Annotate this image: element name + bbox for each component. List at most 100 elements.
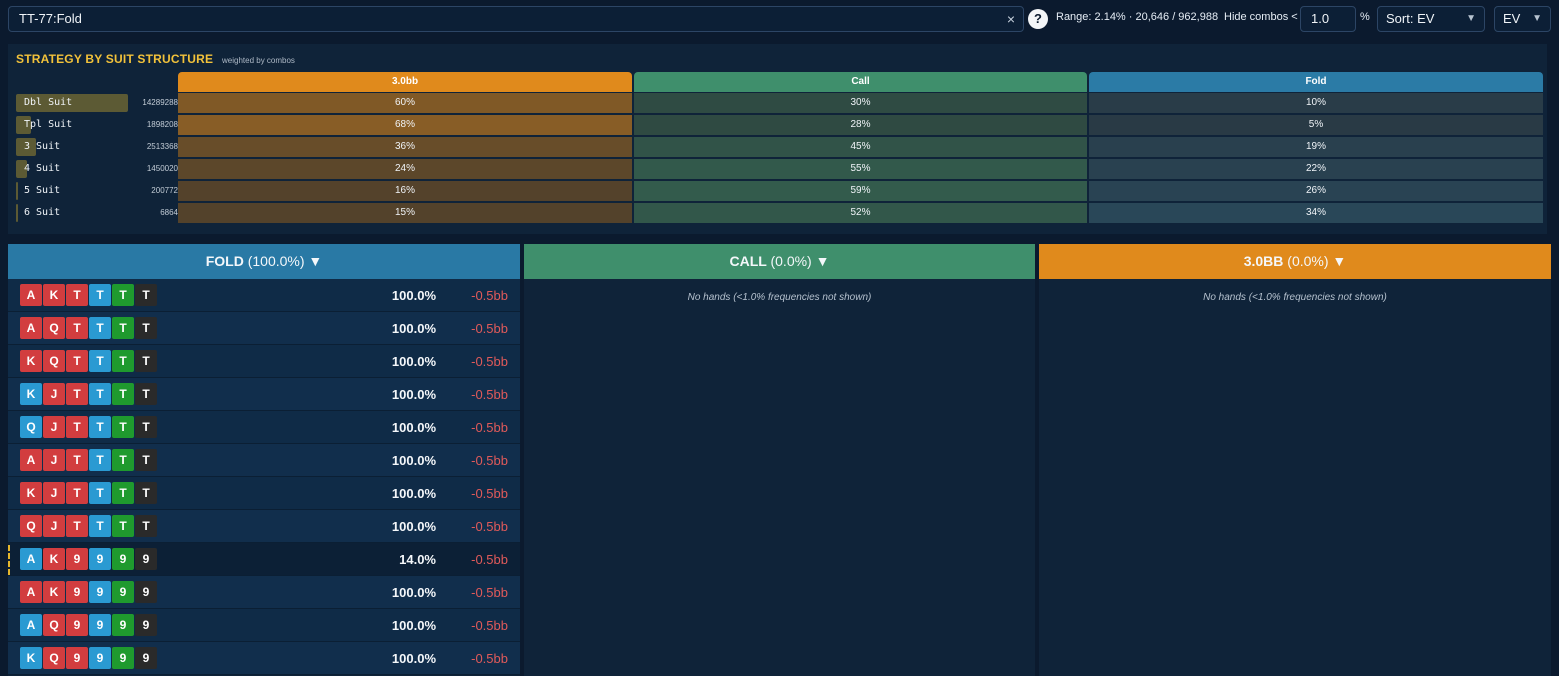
suit-cell[interactable]: 15% <box>178 203 632 223</box>
suit-cell[interactable]: 24% <box>178 159 632 179</box>
hand-row[interactable]: A K 9 9 9 9 100.0% -0.5bb <box>8 576 520 609</box>
fold-column-header[interactable]: FOLD (100.0%) ▼ <box>8 244 520 279</box>
suit-cell[interactable]: 28% <box>634 115 1087 135</box>
hide-combos-input[interactable]: 1.0 <box>1300 6 1356 32</box>
suit-cell[interactable]: 19% <box>1089 137 1543 157</box>
suit-row-label: 4 Suit <box>16 159 60 179</box>
partial-marker <box>8 545 10 575</box>
card: K <box>20 647 42 669</box>
fold-column-name: FOLD <box>205 253 244 269</box>
suit-share-bar <box>16 204 18 222</box>
clear-icon[interactable]: × <box>1006 11 1015 27</box>
card: 9 <box>89 581 111 603</box>
card: A <box>20 284 42 306</box>
suit-cell[interactable]: 34% <box>1089 203 1543 223</box>
hand-row[interactable]: K Q 9 9 9 9 100.0% -0.5bb <box>8 642 520 675</box>
suit-cell[interactable]: 60% <box>178 93 632 113</box>
card: T <box>112 350 134 372</box>
hand-ev: -0.5bb <box>471 288 508 303</box>
hand-ev: -0.5bb <box>471 618 508 633</box>
call-column: CALL (0.0%) ▼ No hands (<1.0% frequencie… <box>524 244 1035 676</box>
suit-cell[interactable]: 36% <box>178 137 632 157</box>
suit-share-bar <box>16 160 27 178</box>
hand-frequency: 100.0% <box>391 387 436 402</box>
ev-select[interactable]: EV ▼ <box>1494 6 1551 32</box>
help-icon[interactable]: ? <box>1028 9 1048 29</box>
card: J <box>43 383 65 405</box>
hand-row[interactable]: A K 9 9 9 9 14.0% -0.5bb <box>8 543 520 576</box>
hand-frequency: 100.0% <box>391 519 436 534</box>
card: Q <box>20 416 42 438</box>
card: T <box>112 416 134 438</box>
suit-col-header-fold[interactable]: Fold <box>1089 72 1543 92</box>
dropdown-arrow-icon: ▼ <box>815 253 830 269</box>
ev-value: EV <box>1503 11 1521 26</box>
suit-row-name: 4 Suit <box>24 163 61 174</box>
hand-row[interactable]: A K T T T T 100.0% -0.5bb <box>8 279 520 312</box>
suit-row-name: Dbl Suit <box>24 97 73 108</box>
hand-row[interactable]: Q J T T T T 100.0% -0.5bb <box>8 411 520 444</box>
top-bar: TT-77:Fold × ? Range: 2.14% · 20,646 / 9… <box>0 0 1559 38</box>
suit-cell[interactable]: 26% <box>1089 181 1543 201</box>
suit-row-count: 1450020 <box>146 164 178 173</box>
suit-col-header-raise[interactable]: 3.0bb <box>178 72 632 92</box>
card: T <box>89 317 111 339</box>
card: T <box>112 449 134 471</box>
chevron-down-icon: ▼ <box>1532 13 1542 24</box>
suit-cell[interactable]: 5% <box>1089 115 1543 135</box>
suit-cell[interactable]: 16% <box>178 181 632 201</box>
suit-row-count: 14289288 <box>142 98 178 107</box>
suit-cell[interactable]: 22% <box>1089 159 1543 179</box>
card: 9 <box>112 614 134 636</box>
suit-cell[interactable]: 10% <box>1089 93 1543 113</box>
hand-frequency: 14.0% <box>399 552 436 567</box>
hand-row[interactable]: A J T T T T 100.0% -0.5bb <box>8 444 520 477</box>
card: K <box>20 383 42 405</box>
card: T <box>89 515 111 537</box>
card: T <box>135 284 157 306</box>
search-input[interactable]: TT-77:Fold × <box>8 6 1024 32</box>
suit-cell[interactable]: 45% <box>634 137 1087 157</box>
hand-row[interactable]: K Q T T T T 100.0% -0.5bb <box>8 345 520 378</box>
suit-cell[interactable]: 30% <box>634 93 1087 113</box>
card: T <box>66 350 88 372</box>
hand-row[interactable]: A Q 9 9 9 9 100.0% -0.5bb <box>8 609 520 642</box>
hand-row[interactable]: Q J T T T T 100.0% -0.5bb <box>8 510 520 543</box>
sort-select[interactable]: Sort: EV ▼ <box>1377 6 1485 32</box>
card: J <box>43 449 65 471</box>
suit-cell[interactable]: 59% <box>634 181 1087 201</box>
card: 9 <box>89 548 111 570</box>
suit-cell[interactable]: 52% <box>634 203 1087 223</box>
card: T <box>66 284 88 306</box>
suit-cell[interactable]: 55% <box>634 159 1087 179</box>
hand-row[interactable]: A Q T T T T 100.0% -0.5bb <box>8 312 520 345</box>
card: T <box>135 383 157 405</box>
card: 9 <box>66 614 88 636</box>
card: A <box>20 449 42 471</box>
hand-row[interactable]: K J T T T T 100.0% -0.5bb <box>8 477 520 510</box>
suit-row-name: Tpl Suit <box>24 119 73 130</box>
raise-empty-message: No hands (<1.0% frequencies not shown) <box>1203 292 1387 303</box>
suit-cell[interactable]: 68% <box>178 115 632 135</box>
call-column-header[interactable]: CALL (0.0%) ▼ <box>524 244 1035 279</box>
card: T <box>135 350 157 372</box>
fold-column-pct: (100.0%) <box>247 253 305 269</box>
hand-row[interactable]: K J T T T T 100.0% -0.5bb <box>8 378 520 411</box>
card: 9 <box>135 647 157 669</box>
raise-column-header[interactable]: 3.0BB (0.0%) ▼ <box>1039 244 1551 279</box>
suit-row-count: 6864 <box>160 208 178 217</box>
suit-col-header-call[interactable]: Call <box>634 72 1087 92</box>
card: T <box>135 449 157 471</box>
hand-ev: -0.5bb <box>471 420 508 435</box>
hand-frequency: 100.0% <box>391 354 436 369</box>
suit-row-label: 5 Suit <box>16 181 60 201</box>
card: J <box>43 482 65 504</box>
